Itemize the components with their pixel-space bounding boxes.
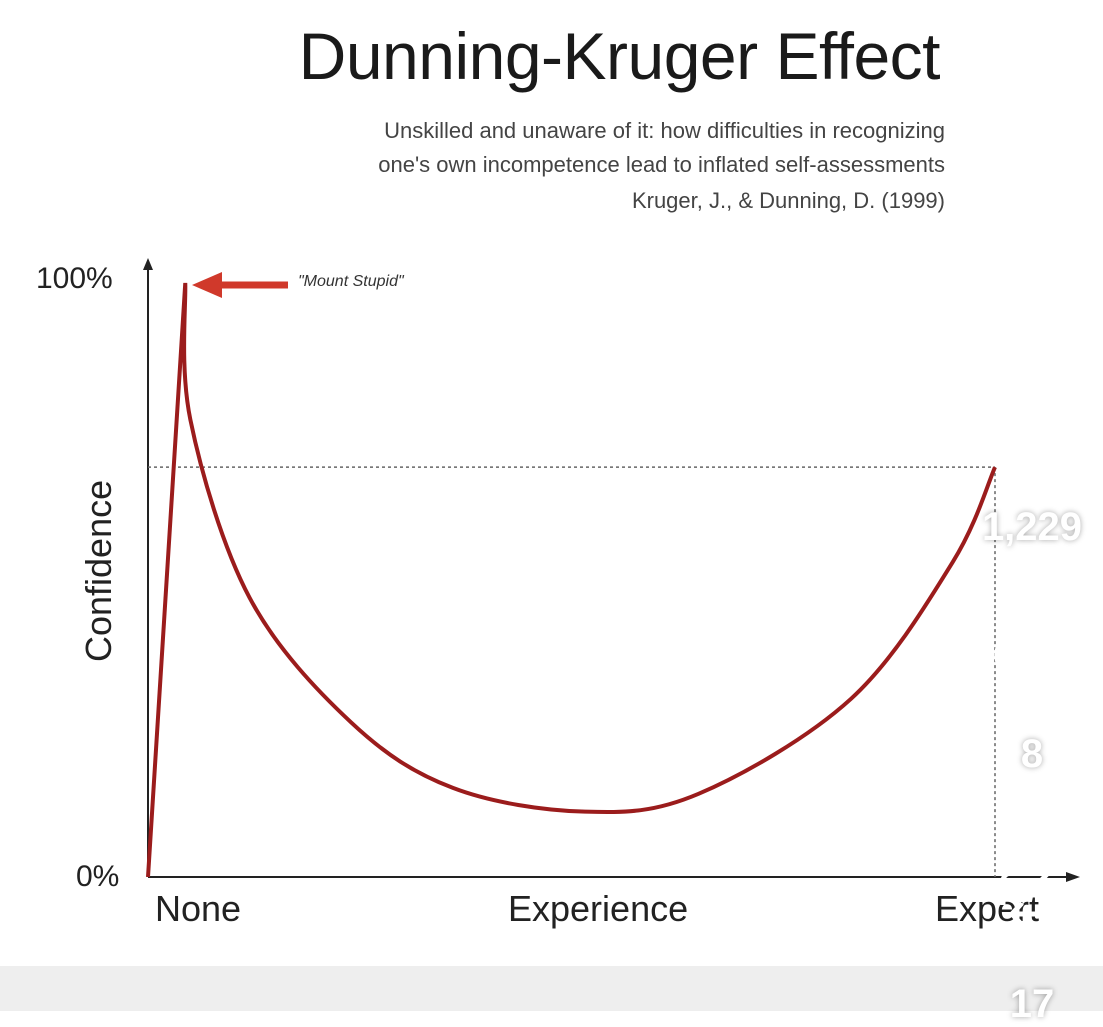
- mount-stupid-arrow-head: [192, 272, 222, 298]
- x-tick-none: None: [155, 888, 242, 929]
- reposts-count: 17: [1009, 982, 1055, 1026]
- y-tick-100: 100%: [36, 262, 113, 295]
- citation: Kruger, J., & Dunning, D. (1999): [631, 188, 945, 213]
- bottom-bar: [0, 966, 1103, 1011]
- confidence-curve: [146, 282, 997, 878]
- x-axis-arrow: [1066, 872, 1080, 882]
- comments-count: 8: [1020, 732, 1044, 776]
- x-axis-label: Experience: [508, 888, 689, 929]
- y-tick-0: 0%: [76, 860, 120, 893]
- x-tick-expert: Expert: [935, 888, 1040, 929]
- chart-title: Dunning-Kruger Effect: [298, 19, 941, 93]
- likes-count: 1,229: [981, 505, 1083, 549]
- y-axis-arrow: [143, 258, 153, 270]
- y-axis-label: Confidence: [78, 479, 119, 662]
- annotation-mount-stupid: "Mount Stupid": [298, 273, 404, 290]
- subtitle-line-1: Unskilled and unaware of it: how difficu…: [384, 118, 945, 143]
- subtitle-line-2: one's own incompetence lead to inflated …: [378, 152, 945, 177]
